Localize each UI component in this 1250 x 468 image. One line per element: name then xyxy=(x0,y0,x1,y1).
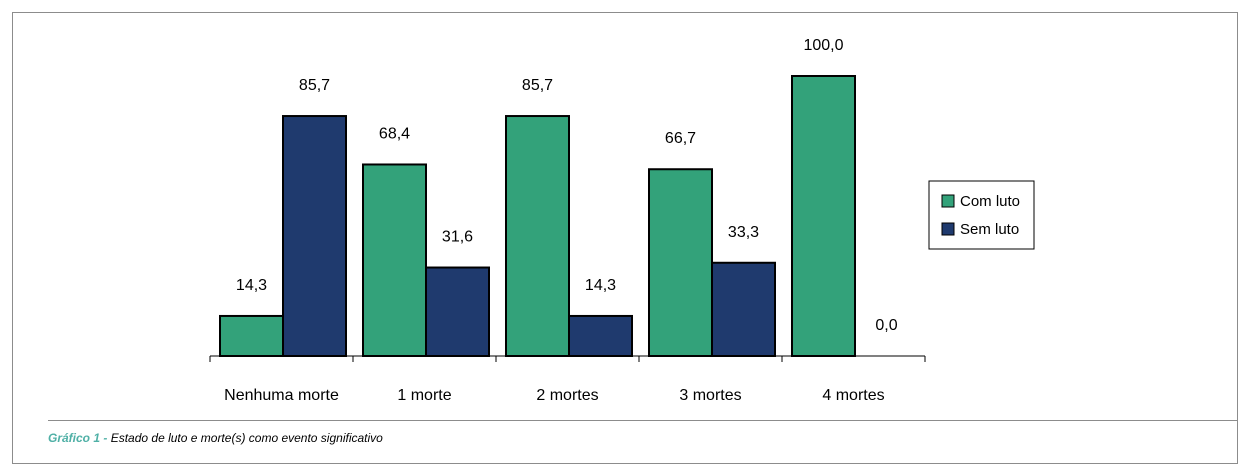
bar xyxy=(711,261,776,358)
bar xyxy=(505,115,570,358)
figure-caption: Gráfico 1 - Estado de luto e morte(s) co… xyxy=(48,431,383,445)
legend-swatch xyxy=(941,194,955,208)
bar xyxy=(219,314,284,357)
data-label: 31,6 xyxy=(442,229,473,246)
bar xyxy=(648,168,713,357)
x-tick-label: 3 mortes xyxy=(679,387,741,404)
caption-divider xyxy=(48,420,1238,421)
bar xyxy=(425,266,490,357)
data-label: 33,3 xyxy=(728,224,759,241)
legend-box xyxy=(928,180,1035,250)
data-label: 85,7 xyxy=(522,77,553,94)
data-label: 66,7 xyxy=(665,130,696,147)
data-label: 68,4 xyxy=(379,125,410,142)
caption-label: Gráfico 1 - xyxy=(48,431,108,445)
data-label: 14,3 xyxy=(585,277,616,294)
x-tick-label: Nenhuma morte xyxy=(224,387,339,404)
bar xyxy=(568,314,633,357)
caption-text: Estado de luto e morte(s) como evento si… xyxy=(110,431,383,445)
x-tick-label: 4 mortes xyxy=(822,387,884,404)
legend-label: Com luto xyxy=(960,193,1020,210)
x-tick-label: 1 morte xyxy=(397,387,451,404)
x-tick-label: 2 mortes xyxy=(536,387,598,404)
data-label: 100,0 xyxy=(803,37,843,54)
bar xyxy=(791,75,856,357)
legend-swatch xyxy=(941,222,955,236)
data-label: 14,3 xyxy=(236,277,267,294)
data-label: 0,0 xyxy=(875,317,897,334)
bar xyxy=(362,163,427,357)
legend-label: Sem luto xyxy=(960,221,1019,238)
data-label: 85,7 xyxy=(299,77,330,94)
bar xyxy=(282,115,347,358)
